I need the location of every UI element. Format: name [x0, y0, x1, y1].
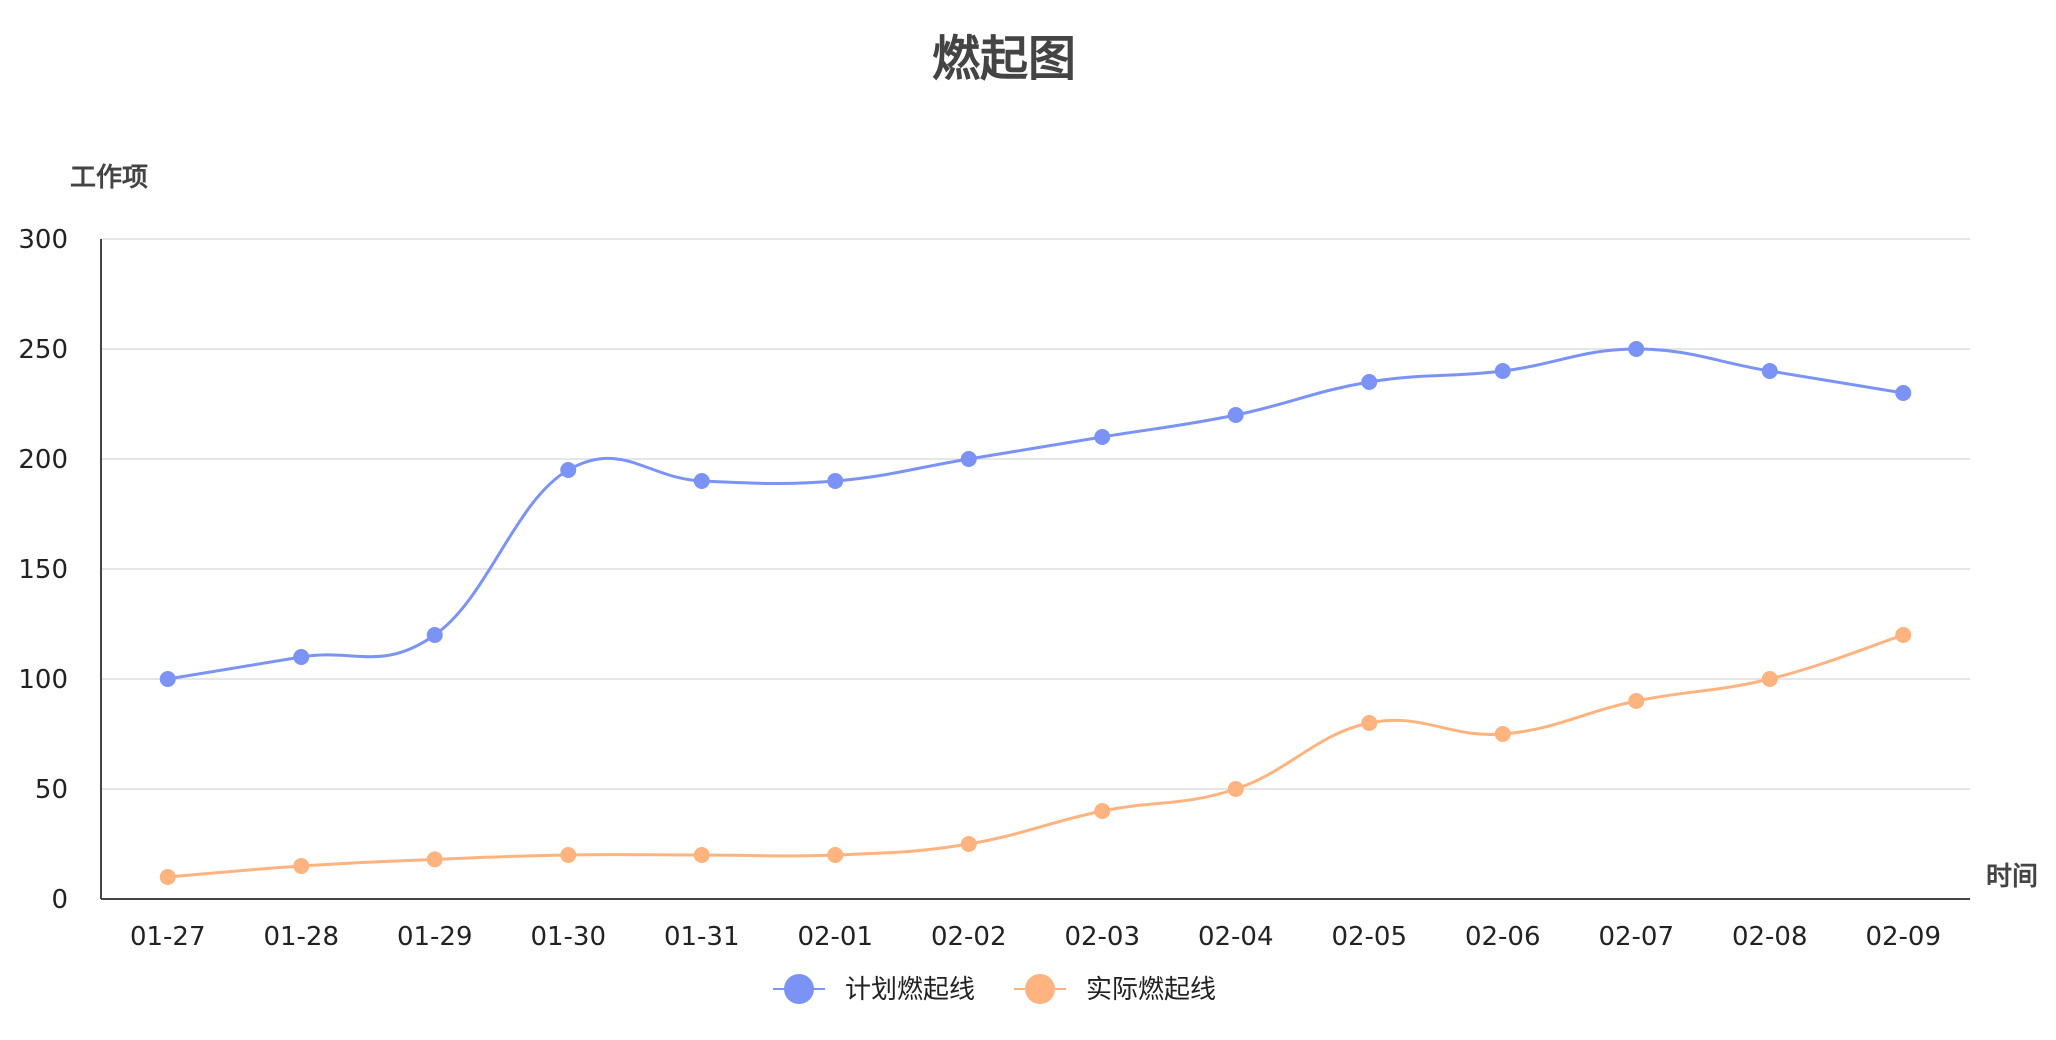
x-axis-label: 时间	[1986, 862, 2038, 892]
y-tick-label: 150	[18, 555, 68, 585]
x-tick-label: 01-30	[530, 922, 606, 952]
data-point	[1761, 671, 1778, 687]
x-tick-label: 02-02	[931, 922, 1007, 952]
data-point	[1094, 429, 1111, 445]
data-point	[1895, 385, 1912, 401]
axes	[100, 239, 1970, 900]
y-axis-label: 工作项	[70, 163, 148, 193]
y-tick-label: 0	[51, 885, 68, 915]
data-point	[1361, 715, 1378, 731]
data-point	[293, 649, 310, 665]
legend-marker	[784, 974, 814, 1004]
legend-label: 实际燃起线	[1086, 975, 1216, 1005]
series-lines	[167, 347, 1904, 879]
data-point	[426, 627, 443, 643]
x-tick-label: 02-07	[1598, 922, 1674, 952]
y-tick-label: 200	[18, 445, 68, 475]
chart-title: 燃起图	[932, 31, 1076, 87]
data-point	[293, 858, 310, 874]
x-tick-label: 02-06	[1465, 922, 1541, 952]
series-line-0	[167, 347, 1904, 681]
legend-marker	[1025, 974, 1055, 1004]
y-tick-labels: 0 50 100 150 200 250 300	[18, 225, 68, 915]
x-tick-label: 01-28	[263, 922, 339, 952]
series-points	[159, 341, 1912, 885]
data-point	[960, 451, 977, 467]
data-point	[1494, 726, 1511, 742]
x-tick-label: 02-09	[1865, 922, 1941, 952]
data-point	[1227, 781, 1244, 797]
data-point	[159, 869, 176, 885]
y-tick-label: 250	[18, 335, 68, 365]
legend-item-1: 实际燃起线	[1014, 974, 1216, 1005]
data-point	[560, 847, 577, 863]
legend-label: 计划燃起线	[845, 975, 975, 1005]
data-point	[1628, 341, 1645, 357]
data-point	[560, 462, 577, 478]
data-point	[1628, 693, 1645, 709]
legend-item-0: 计划燃起线	[773, 974, 975, 1005]
x-tick-label: 01-31	[664, 922, 740, 952]
x-tick-label: 01-27	[130, 922, 206, 952]
legend: 计划燃起线 实际燃起线	[773, 974, 1216, 1005]
x-tick-label: 02-01	[797, 922, 873, 952]
data-point	[426, 851, 443, 868]
data-point	[1895, 627, 1912, 643]
x-tick-label: 02-08	[1732, 922, 1808, 952]
series-line-1	[167, 633, 1904, 879]
data-point	[1761, 363, 1778, 379]
x-tick-label: 02-04	[1198, 922, 1274, 952]
data-point	[1494, 363, 1511, 379]
y-tick-label: 100	[18, 665, 68, 695]
data-point	[693, 473, 710, 489]
data-point	[159, 671, 176, 687]
data-point	[960, 836, 977, 852]
data-point	[1227, 407, 1244, 423]
data-point	[1361, 374, 1378, 390]
x-tick-label: 02-05	[1331, 922, 1407, 952]
grid-lines	[101, 238, 1970, 790]
x-tick-label: 02-03	[1064, 922, 1140, 952]
x-tick-labels: 01-27 01-28 01-29 01-30 01-31 02-01 02-02 02-03…	[130, 922, 1941, 952]
data-point	[827, 847, 844, 863]
data-point	[1094, 803, 1111, 819]
data-point	[693, 847, 710, 863]
x-tick-label: 01-29	[397, 922, 473, 952]
data-point	[827, 473, 844, 489]
y-tick-label: 300	[18, 225, 68, 255]
y-tick-label: 50	[35, 775, 68, 805]
